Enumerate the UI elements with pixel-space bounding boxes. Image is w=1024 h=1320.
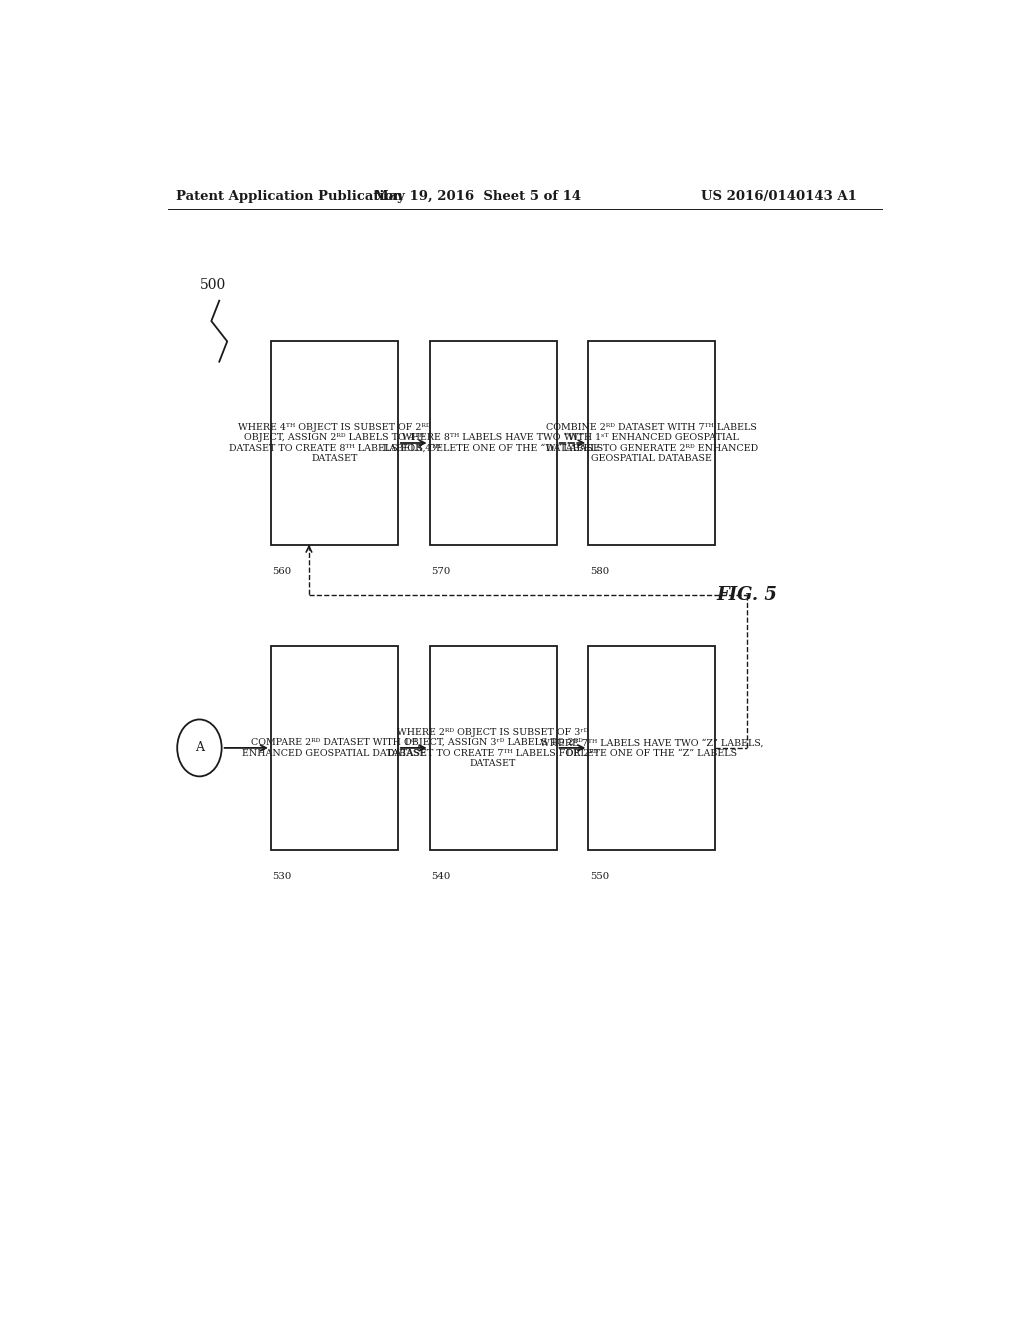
Text: WHERE 8ᵀᴴ LABELS HAVE TWO “W”
LABELS, DELETE ONE OF THE “W” LABELS: WHERE 8ᵀᴴ LABELS HAVE TWO “W” LABELS, DE… (383, 433, 603, 453)
FancyBboxPatch shape (588, 647, 715, 850)
Text: 500: 500 (200, 279, 225, 293)
FancyBboxPatch shape (588, 342, 715, 545)
Text: 580: 580 (590, 568, 609, 576)
Text: WHERE 2ᴿᴰ OBJECT IS SUBSET OF 3ʳᴰ
OBJECT, ASSIGN 3ʳᴰ LABELS TO 2ᴿᴰ
DATASET TO CR: WHERE 2ᴿᴰ OBJECT IS SUBSET OF 3ʳᴰ OBJECT… (387, 727, 599, 768)
Text: Patent Application Publication: Patent Application Publication (176, 190, 402, 202)
Text: 560: 560 (272, 568, 292, 576)
Text: US 2016/0140143 A1: US 2016/0140143 A1 (700, 190, 857, 202)
Text: 540: 540 (431, 873, 451, 880)
Text: FIG. 5: FIG. 5 (717, 586, 777, 605)
Text: 570: 570 (431, 568, 451, 576)
FancyBboxPatch shape (430, 647, 557, 850)
FancyBboxPatch shape (270, 342, 397, 545)
Text: WHERE 7ᵀᴴ LABELS HAVE TWO “Z” LABELS,
DELETE ONE OF THE “Z” LABELS: WHERE 7ᵀᴴ LABELS HAVE TWO “Z” LABELS, DE… (540, 738, 764, 758)
FancyBboxPatch shape (270, 647, 397, 850)
FancyBboxPatch shape (430, 342, 557, 545)
Text: May 19, 2016  Sheet 5 of 14: May 19, 2016 Sheet 5 of 14 (374, 190, 581, 202)
Text: COMPARE 2ᴿᴰ DATASET WITH 1ˢᵀ
ENHANCED GEOSPATIAL DATABASE: COMPARE 2ᴿᴰ DATASET WITH 1ˢᵀ ENHANCED GE… (243, 738, 426, 758)
Circle shape (177, 719, 221, 776)
Text: A: A (195, 742, 204, 755)
Text: COMBINE 2ᴿᴰ DATASET WITH 7ᵀᴴ LABELS
WITH 1ˢᵀ ENHANCED GEOSPATIAL
DATABASE TO GEN: COMBINE 2ᴿᴰ DATASET WITH 7ᵀᴴ LABELS WITH… (546, 422, 758, 463)
Text: 530: 530 (272, 873, 292, 880)
Text: 550: 550 (590, 873, 609, 880)
Text: WHERE 4ᵀᴴ OBJECT IS SUBSET OF 2ᴿᴰ
OBJECT, ASSIGN 2ᴿᴰ LABELS TO 4ᵀᴴ
DATASET TO CR: WHERE 4ᵀᴴ OBJECT IS SUBSET OF 2ᴿᴰ OBJECT… (228, 422, 440, 463)
